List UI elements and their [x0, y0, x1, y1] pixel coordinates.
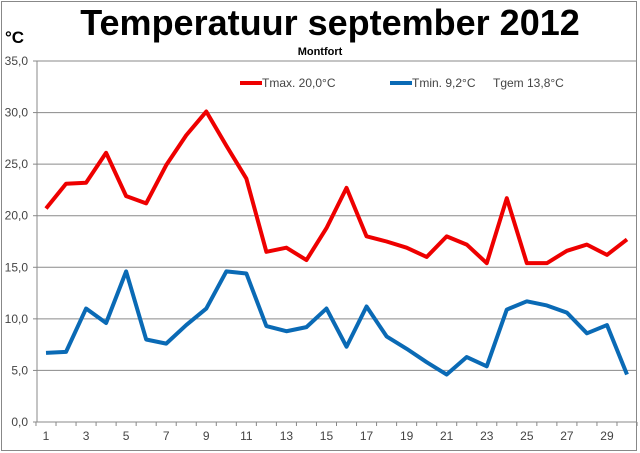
x-tick-label: 9	[203, 429, 210, 443]
x-tick-label: 7	[163, 429, 170, 443]
y-tick-label: 10,0	[5, 312, 29, 326]
x-tick-label: 13	[280, 429, 294, 443]
y-tick-label: 25,0	[5, 157, 29, 171]
x-tick-label: 29	[600, 429, 614, 443]
y-tick-label: 0,0	[11, 415, 28, 429]
x-tick-label: 25	[520, 429, 534, 443]
x-tick-label: 21	[440, 429, 454, 443]
y-tick-label: 5,0	[11, 363, 28, 377]
y-tick-label: 30,0	[5, 106, 29, 120]
y-tick-label: 20,0	[5, 209, 29, 223]
chart-subtitle: Montfort	[297, 46, 343, 58]
series-line-tmax	[44, 109, 629, 266]
legend-label: Tmin. 9,2°C	[412, 76, 476, 90]
legend-label: Tmax. 20,0°C	[262, 76, 336, 90]
x-tick-label: 27	[560, 429, 574, 443]
y-tick-label: 35,0	[5, 54, 29, 68]
legend-annotation: Tgem 13,8°C	[493, 76, 564, 90]
series-line-tmin	[45, 269, 629, 377]
x-tick-label: 1	[43, 429, 50, 443]
x-tick-label: 3	[83, 429, 90, 443]
x-tick-label: 11	[240, 429, 253, 443]
chart-title: Temperatuur september 2012	[80, 2, 580, 43]
x-tick-label: 19	[400, 429, 414, 443]
y-tick-label: 15,0	[5, 260, 29, 274]
y-axis-unit: °C	[5, 28, 25, 47]
x-tick-label: 17	[360, 429, 374, 443]
x-tick-label: 5	[123, 429, 130, 443]
x-tick-label: 15	[320, 429, 334, 443]
x-tick-label: 23	[480, 429, 494, 443]
